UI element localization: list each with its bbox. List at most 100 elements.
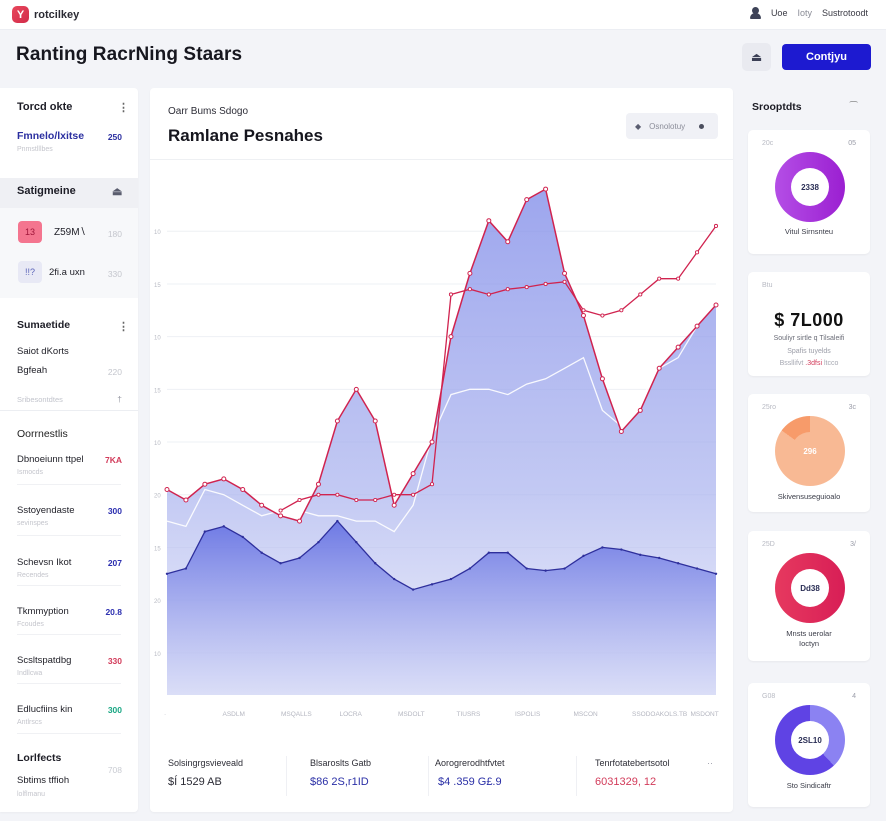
data-point-baseline	[392, 577, 396, 581]
summary-label: Solsingrgsvieveald	[168, 758, 244, 768]
divider	[17, 585, 121, 586]
list-item-sub: Antlrscs	[17, 719, 42, 726]
summary-item[interactable]: Solsingrgsvieveald $Í 1529 AB	[168, 758, 243, 788]
list-item-value: 20.8	[105, 607, 122, 617]
data-point-baseline	[374, 562, 377, 565]
data-point-primary	[486, 218, 492, 224]
y-tick-label: 10	[154, 336, 161, 342]
data-point-upper	[600, 313, 605, 318]
y-tick-label: 10	[154, 441, 161, 447]
data-point-upper	[392, 492, 397, 497]
data-point-upper	[657, 276, 662, 281]
filter-dropdown[interactable]: ◆ Osnolotuy	[626, 113, 718, 139]
data-point-primary	[543, 186, 549, 192]
data-point-baseline	[525, 567, 528, 570]
list-item-label: Edlucfiins kin	[17, 704, 73, 715]
card-badge: 4	[852, 693, 856, 700]
amount-card[interactable]: Btu $ 7L000 Souliyr sirtle q Tilsaleifi …	[748, 272, 870, 376]
sidebar-item-label[interactable]: Fmnelo/lxitse	[17, 130, 85, 142]
data-point-upper	[467, 287, 472, 292]
list-item-sub: lolflmanu	[17, 791, 46, 798]
user-icon[interactable]	[749, 7, 761, 19]
card-caption: Skivensuseguioalo	[777, 492, 841, 501]
data-point-upper	[486, 292, 491, 297]
collapse-icon[interactable]: ⁀	[850, 101, 858, 111]
data-point-primary	[164, 486, 170, 492]
printer-icon: ⏏	[750, 50, 763, 64]
sidebar-link[interactable]: Bgfeah	[17, 365, 48, 376]
y-tick-label: 15	[154, 283, 161, 289]
sidebar-section-header[interactable]	[0, 178, 138, 208]
data-point-primary	[353, 386, 359, 392]
data-point-baseline	[298, 556, 301, 560]
data-point-baseline	[695, 567, 699, 570]
brand-logo-icon: Y	[12, 6, 29, 23]
divider	[17, 733, 121, 734]
kebab-menu-icon[interactable]: ⋮	[118, 321, 129, 333]
card-badge: 3c	[848, 404, 856, 411]
area-baseline	[167, 521, 716, 695]
main-chart-card: Oarr Bums Sdogo Ramlane Pesnahes ◆ Osnol…	[150, 88, 733, 812]
data-point-upper	[713, 223, 719, 229]
top-bar: Y rotcilkey Uoe Ioty Sustrotoodt	[0, 0, 886, 30]
sidebar-item-sub: Pnmstlllbes	[17, 146, 53, 153]
donut-value: 2SL10	[791, 721, 829, 759]
brand[interactable]: Y rotcilkey	[12, 6, 79, 23]
top-nav-item[interactable]: Uoe	[770, 8, 788, 18]
y-tick-label: 10	[154, 652, 161, 658]
filter-label: Osnolotuy	[649, 121, 686, 131]
metric-card[interactable]: 25D 3/ Dd38 Mnsts uerolar Ioctyn	[748, 531, 870, 661]
sidebar-link[interactable]: Saiot dKorts	[17, 346, 69, 357]
more-icon[interactable]: ··	[707, 758, 713, 768]
x-tick-label: MSCON	[574, 711, 599, 718]
data-point-upper	[297, 497, 302, 503]
top-nav-item[interactable]: Ioty	[797, 8, 812, 18]
pin-icon: †	[117, 394, 122, 404]
amount-subcaption: Spafis tuyelds	[787, 348, 831, 355]
data-point-baseline	[222, 525, 225, 528]
data-point-primary	[240, 486, 246, 492]
y-tick-label: 20	[154, 494, 161, 500]
summary-item[interactable]: Tenrfotatebertsotol 6031329, 12	[595, 758, 670, 788]
metric-card[interactable]: 20c 05 2338 Vitul Sirnsnteu	[748, 130, 870, 254]
summary-value: 6031329, 12	[595, 776, 657, 788]
sidebar: Torcd okte ⋮ Fmnelo/lxitse Pnmstlllbes 2…	[0, 88, 138, 812]
x-tick-label: MSDOLT	[398, 711, 425, 718]
data-point-upper	[411, 492, 416, 497]
summary-strip: Solsingrgsvieveald $Í 1529 AB Blsaroslts…	[150, 738, 733, 812]
series-line-reference	[166, 294, 717, 533]
person-icon[interactable]: ⏏	[112, 186, 123, 198]
card-label: G08	[762, 693, 776, 700]
data-point-baseline	[241, 535, 244, 539]
print-button[interactable]: ⏏	[742, 43, 771, 71]
amount-footer: Bssllifvt .3dfsi ltcco	[748, 360, 870, 367]
card-caption: Vitul Sirnsnteu	[784, 227, 834, 236]
summary-item[interactable]: Aorogrerodhtfvtet $4 .359 G£.9	[435, 758, 505, 788]
list-item-label: Schevsn Ikot	[17, 557, 72, 568]
data-point-primary	[259, 502, 265, 508]
summary-label: Blsaroslts Gatb	[310, 758, 372, 768]
x-tick-label: SSODOAKOLS.TB	[632, 711, 687, 718]
divider	[0, 410, 138, 411]
card-badge: 05	[848, 140, 856, 147]
donut-value: Dd38	[791, 569, 829, 607]
series-line-baseline	[166, 520, 717, 591]
top-nav-item[interactable]: Sustrotoodt	[821, 8, 868, 18]
summary-item[interactable]: Blsaroslts Gatb $86 2S,r1ID	[310, 758, 371, 788]
metric-card[interactable]: 25ro 3c 296 Skivensuseguioalo	[748, 394, 870, 512]
divider	[17, 683, 121, 684]
divider	[428, 756, 429, 796]
metric-card[interactable]: G08 4 2SL10 Sto Sindicaftr	[748, 683, 870, 807]
primary-action-button[interactable]: Contjyu	[782, 44, 871, 70]
x-tick-label: ASDLM	[223, 711, 245, 718]
sidebar-footer-link[interactable]: Sribesontdtes	[17, 395, 63, 404]
x-tick-label: LOCRA	[340, 711, 363, 718]
sidebar-row-value: 180	[107, 229, 122, 239]
list-item-sub: Ismocds	[17, 469, 44, 476]
kebab-menu-icon[interactable]: ⋮	[118, 102, 129, 114]
brand-name: rotcilkey	[34, 8, 80, 21]
list-item-value: 300	[107, 506, 122, 516]
x-tick-label: MSDONT	[691, 711, 719, 718]
area-chart[interactable]: 10 20 15 20 10 15 10 15 10 · ASDLM MSQALLS LOCRA MSDO…	[150, 160, 733, 738]
sidebar-section-title: Sumaetide	[17, 319, 71, 331]
